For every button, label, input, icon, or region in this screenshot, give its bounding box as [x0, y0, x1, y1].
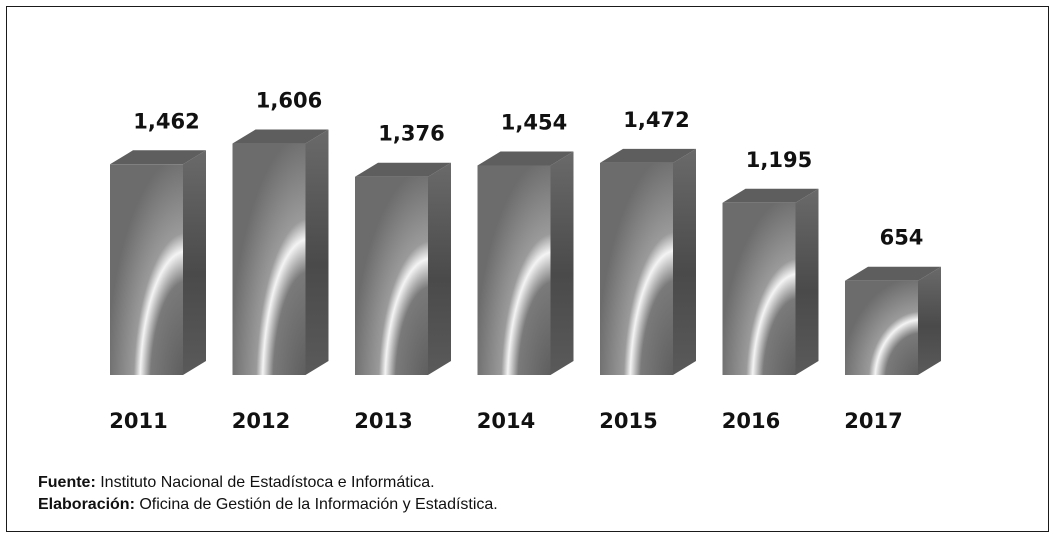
bar-top-2012: [232, 129, 329, 144]
bar-front-2013: [355, 176, 428, 375]
bar-front-2014: [477, 165, 551, 375]
prepared-text: Oficina de Gestión de la Información y E…: [134, 496, 498, 513]
source-line: Fuente: Instituto Nacional de Estadístoc…: [38, 472, 498, 494]
chart-notes: Fuente: Instituto Nacional de Estadístoc…: [38, 472, 498, 516]
source-label: Fuente:: [38, 474, 96, 491]
year-label-2015: 2015: [599, 409, 657, 433]
bar-2012: [232, 129, 329, 375]
bar-top-2014: [477, 151, 574, 166]
bar-front-2016: [722, 202, 796, 375]
prepared-line: Elaboración: Oficina de Gestión de la In…: [38, 494, 498, 516]
prepared-label: Elaboración:: [38, 496, 135, 513]
bar-top-2016: [722, 188, 819, 203]
bar-2017: [845, 266, 941, 375]
bar-side-2014: [550, 151, 574, 375]
bar-front-2015: [600, 162, 673, 375]
bar-2016: [722, 188, 819, 375]
bar-top-2015: [600, 148, 696, 163]
year-label-2017: 2017: [844, 409, 902, 433]
bar-2013: [355, 162, 451, 375]
bar-2011: [110, 150, 206, 375]
value-label-2013: 1,376: [378, 122, 444, 146]
value-label-2016: 1,195: [746, 148, 812, 172]
source-text: Instituto Nacional de Estadístoca e Info…: [95, 474, 435, 491]
bar-side-2015: [673, 148, 696, 375]
year-label-2016: 2016: [722, 409, 780, 433]
year-label-2011: 2011: [109, 409, 167, 433]
value-label-2017: 654: [880, 226, 924, 250]
bar-2014: [477, 151, 574, 375]
bar-top-2011: [110, 150, 206, 165]
bar-front-2012: [232, 143, 306, 375]
bar-top-2013: [355, 162, 451, 177]
year-label-2012: 2012: [232, 409, 290, 433]
value-label-2011: 1,462: [133, 109, 199, 133]
bar-2015: [600, 148, 696, 375]
value-label-2015: 1,472: [623, 108, 689, 132]
bar-side-2016: [795, 188, 819, 375]
value-label-2014: 1,454: [501, 110, 567, 134]
value-label-2012: 1,606: [256, 89, 322, 113]
bar-side-2011: [183, 150, 206, 375]
bar-front-2017: [845, 280, 918, 375]
bar-side-2017: [918, 266, 941, 375]
year-label-2014: 2014: [477, 409, 535, 433]
bar-side-2012: [305, 129, 329, 375]
bar-side-2013: [428, 162, 451, 375]
year-label-2013: 2013: [354, 409, 412, 433]
bar-front-2011: [110, 164, 183, 375]
bar-top-2017: [845, 266, 941, 281]
